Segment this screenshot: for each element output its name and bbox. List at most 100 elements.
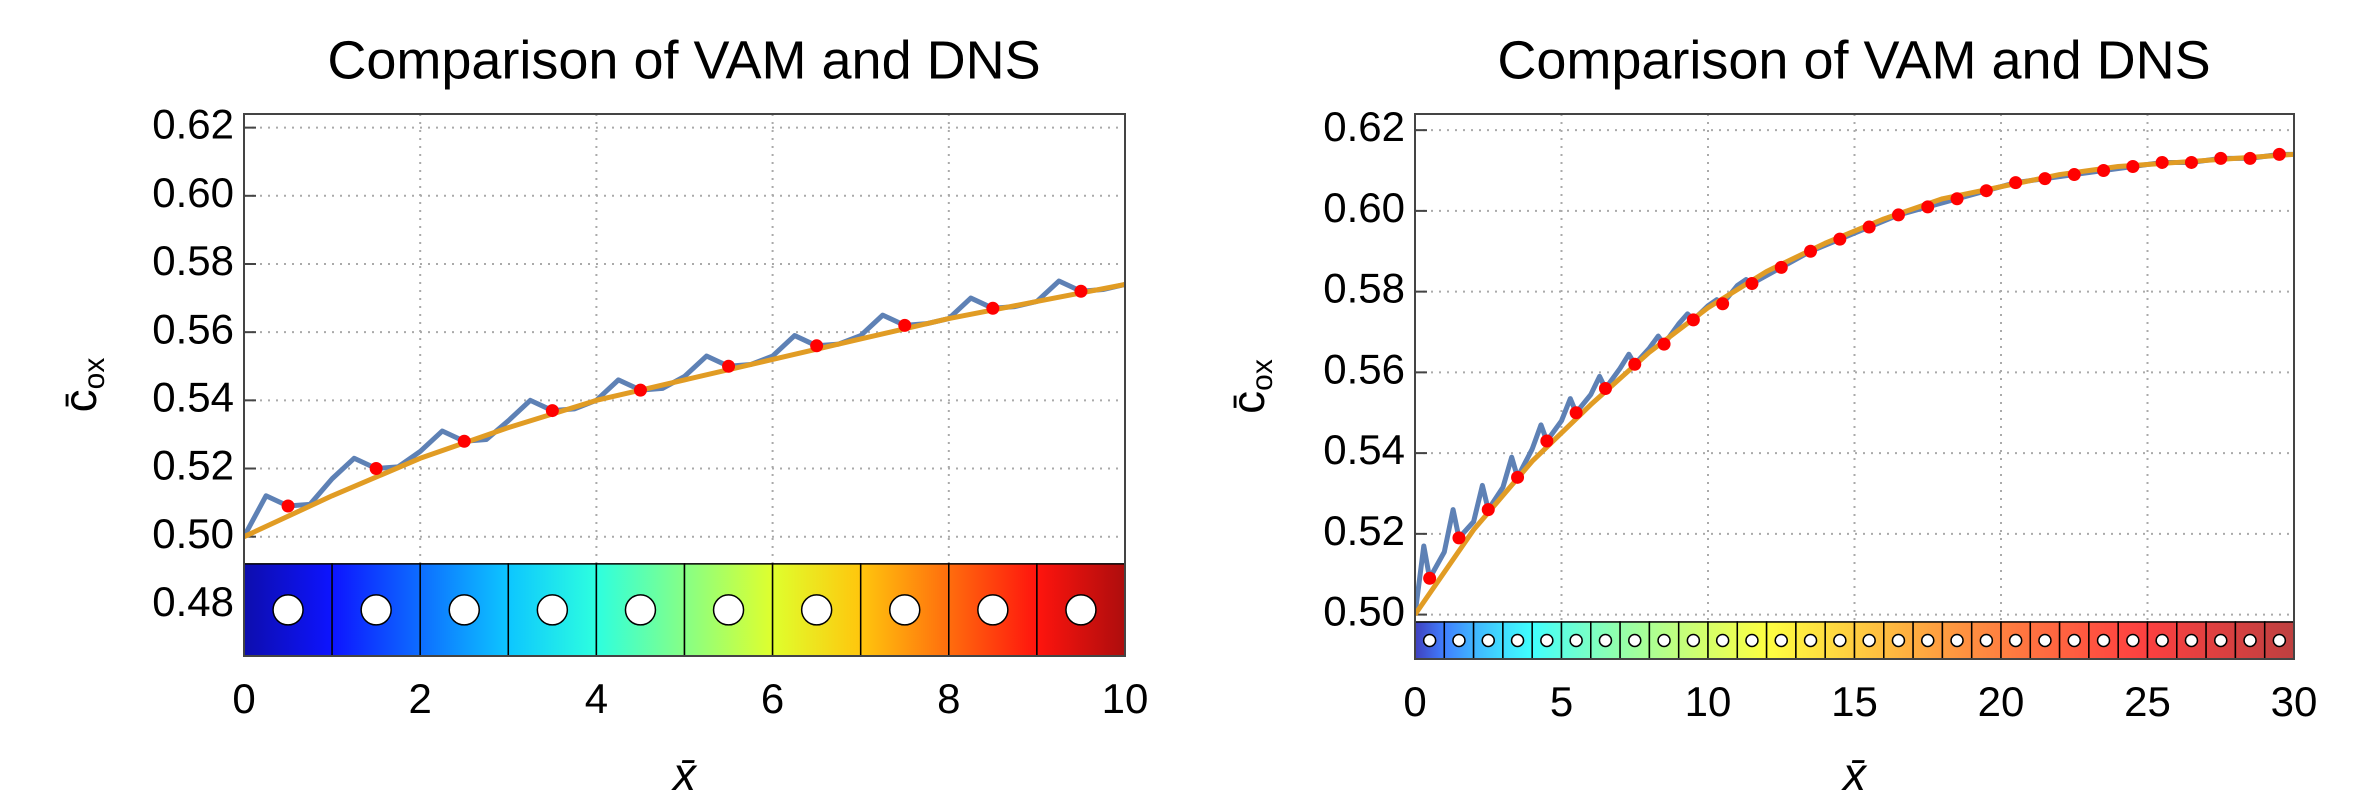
x-tick-label: 25: [2124, 678, 2171, 725]
strip-particle: [360, 594, 392, 626]
strip-particle: [800, 594, 833, 626]
x-tick-label: 10: [1685, 678, 1732, 725]
strip-particle: [1065, 594, 1097, 626]
strip-particle: [1862, 633, 1876, 648]
data-point: [2272, 147, 2286, 161]
concentration-strip: [1414, 621, 2295, 660]
chart-title: Comparison of VAM and DNS: [327, 30, 1040, 90]
strip-particle: [2184, 633, 2199, 648]
data-point: [2243, 151, 2257, 165]
data-point: [1833, 232, 1847, 246]
strip-particle: [1891, 633, 1906, 648]
data-point: [1921, 200, 1935, 214]
strip-particle: [1979, 633, 1994, 648]
data-point: [2184, 155, 2198, 169]
strip-particle: [1833, 633, 1847, 648]
data-point: [1511, 470, 1525, 484]
y-tick-label: 0.62: [1323, 103, 1405, 150]
strip-particle: [1803, 633, 1818, 648]
data-point: [810, 339, 824, 353]
data-point: [1628, 357, 1642, 371]
strip-particle: [2008, 633, 2023, 648]
series-line: [1415, 151, 2294, 617]
y-tick-label: 0.50: [152, 510, 234, 557]
y-axis-label-main: c̄: [1222, 391, 1274, 414]
strip-particle: [2155, 633, 2169, 648]
data-point: [457, 434, 471, 448]
data-point: [1891, 208, 1905, 222]
plot-area: [244, 278, 1125, 539]
concentration-strip: [243, 563, 1126, 657]
data-point: [1804, 244, 1818, 258]
strip-particle: [2096, 633, 2111, 648]
strip-particle: [1481, 633, 1495, 648]
strip-particle: [1569, 633, 1583, 648]
y-tick-label: 0.50: [1323, 588, 1405, 635]
x-tick-label: 8: [937, 675, 960, 722]
data-point: [986, 301, 1000, 315]
y-tick-label: 0.52: [1323, 507, 1405, 554]
strip-particle: [1950, 633, 1964, 648]
data-point: [2214, 151, 2228, 165]
data-point: [1657, 337, 1671, 351]
strip-particle: [1422, 633, 1437, 648]
data-point: [1862, 220, 1876, 234]
y-axis-label: c̄ox: [1222, 359, 1279, 414]
strip-particle: [448, 594, 480, 626]
chart: Comparison of VAM and DNS 0.50 0.52 0.54 0.5…: [1222, 30, 2317, 800]
strip-particle: [1745, 633, 1759, 648]
data-point: [1423, 571, 1437, 585]
x-axis-label: x̄: [1841, 748, 1868, 800]
x-tick-label: 6: [761, 675, 784, 722]
strip-particle: [2067, 633, 2081, 648]
strip-particle: [1774, 633, 1788, 648]
x-tick-label: 2: [409, 675, 432, 722]
y-tick-label: 0.58: [152, 237, 234, 284]
data-point: [1774, 260, 1788, 274]
chart: Comparison of VAM and DNS 0.48 0.50 0.52 0.5…: [54, 30, 1148, 800]
strip-particle: [712, 594, 745, 626]
strip-particle: [624, 594, 657, 626]
data-point: [281, 499, 295, 513]
strip-particle: [1598, 633, 1613, 648]
strip-particle: [272, 594, 304, 626]
y-axis-label-sub: ox: [78, 358, 111, 390]
data-point: [369, 462, 383, 476]
x-tick-label: 4: [585, 675, 608, 722]
data-point: [1716, 297, 1730, 311]
strip-particle: [1686, 633, 1701, 648]
x-tick-label: 0: [1403, 678, 1426, 725]
y-tick-label: 0.52: [152, 442, 234, 489]
strip-particle: [1540, 633, 1554, 648]
data-point: [2126, 159, 2140, 173]
y-tick-label: 0.56: [152, 305, 234, 352]
data-point: [1452, 531, 1466, 545]
data-point: [722, 359, 736, 373]
y-axis-label-main: c̄: [54, 389, 106, 412]
y-tick-label: 0.54: [152, 373, 234, 420]
data-point: [1481, 503, 1495, 517]
data-point: [1950, 192, 1964, 206]
y-axis-label: c̄ox: [54, 358, 111, 413]
y-axis-label-sub: ox: [1246, 359, 1279, 391]
y-tick-label: 0.60: [152, 169, 234, 216]
y-tick-label: 0.60: [1323, 184, 1405, 231]
data-point: [545, 404, 559, 418]
strip-particle: [1715, 633, 1730, 648]
series-line: [244, 278, 1125, 538]
x-tick-label: 0: [232, 675, 255, 722]
plot-frame: [1414, 113, 2295, 660]
plot-frame: [243, 113, 1126, 657]
strip-particle: [1510, 633, 1525, 648]
series-line: [244, 281, 1125, 539]
strip-particle: [536, 594, 569, 626]
strip-particle: [1657, 633, 1671, 648]
strip-particle: [2126, 633, 2140, 648]
chart-title: Comparison of VAM and DNS: [1497, 30, 2210, 90]
data-point: [2097, 164, 2111, 178]
y-tick-label: 0.62: [152, 101, 234, 148]
data-point: [2009, 176, 2023, 190]
data-point: [1569, 406, 1583, 420]
